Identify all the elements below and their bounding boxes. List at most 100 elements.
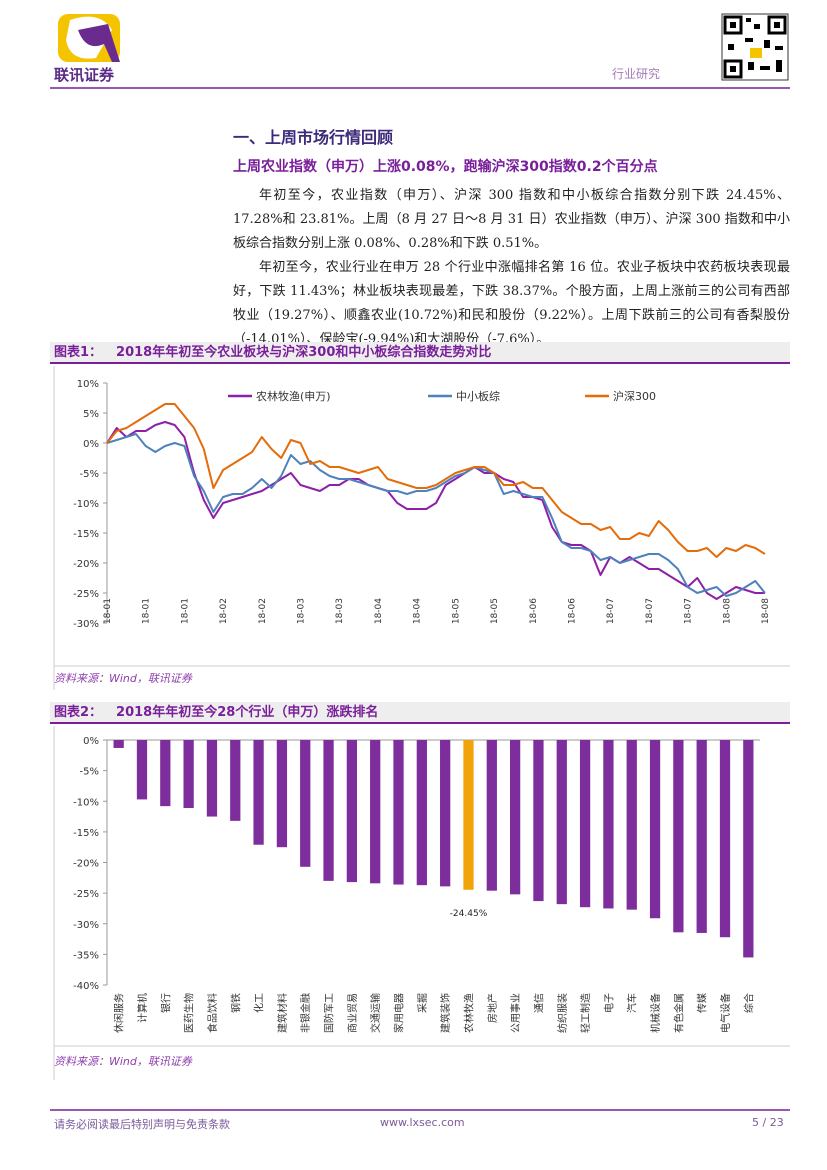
y-tick-label: 5% bbox=[83, 409, 99, 420]
x-tick-label: 18-05 bbox=[490, 598, 500, 624]
bar bbox=[230, 740, 241, 821]
x-tick-label: 电子 bbox=[602, 993, 615, 1013]
bar bbox=[649, 740, 661, 919]
x-tick-label: 农林牧渔 bbox=[462, 993, 475, 1033]
line-series bbox=[106, 403, 766, 558]
bar bbox=[160, 740, 171, 807]
qr-code bbox=[721, 13, 789, 81]
bar bbox=[673, 740, 684, 933]
logo-mark bbox=[78, 24, 120, 62]
bar bbox=[416, 740, 427, 886]
x-tick-label: 医药生物 bbox=[183, 993, 196, 1033]
x-tick-label: 18-06 bbox=[567, 598, 577, 624]
x-tick-label: 通信 bbox=[533, 993, 545, 1013]
y-tick-label: -20% bbox=[73, 859, 99, 870]
x-tick-label: 汽车 bbox=[626, 993, 639, 1013]
bar bbox=[300, 740, 311, 867]
x-tick-label: 轻工制造 bbox=[579, 993, 592, 1033]
x-tick-label: 商业贸易 bbox=[346, 993, 359, 1033]
y-tick-label: 0% bbox=[83, 439, 99, 450]
bar bbox=[486, 740, 497, 891]
bar bbox=[463, 740, 474, 890]
legend-label: 农林牧渔(申万) bbox=[256, 389, 331, 403]
bar bbox=[626, 740, 637, 910]
x-tick-label: 18-07 bbox=[684, 598, 694, 624]
x-tick-label: 18-02 bbox=[258, 598, 268, 624]
bar bbox=[556, 740, 567, 905]
x-tick-label: 化工 bbox=[253, 993, 266, 1013]
y-tick-label: -35% bbox=[73, 950, 99, 961]
x-tick-label: 18-04 bbox=[413, 598, 423, 624]
x-tick-label: 电气设备 bbox=[719, 993, 732, 1033]
y-tick-label: -30% bbox=[73, 920, 99, 931]
data-label: -24.45% bbox=[450, 909, 488, 919]
footer-disclaimer: 请务必阅读最后特别声明与免责条款 bbox=[54, 1118, 230, 1131]
footer-page: 5 / 23 bbox=[752, 1116, 784, 1129]
x-tick-label: 采掘 bbox=[416, 993, 429, 1013]
figure-label: 图表1： bbox=[54, 345, 103, 360]
x-tick-label: 18-01 bbox=[142, 598, 152, 624]
subheading: 上周农业指数（申万）上涨0.08%，跑输沪深300指数0.2个百分点 bbox=[233, 159, 658, 175]
x-tick-label: 18-01 bbox=[103, 598, 113, 624]
y-tick-label: -5% bbox=[80, 469, 99, 480]
y-tick-label: 10% bbox=[77, 379, 99, 390]
bar bbox=[183, 740, 194, 808]
figure-header: 图表2： 2018年年初至今28个行业（申万）涨跌排名 bbox=[50, 702, 790, 724]
bar bbox=[346, 740, 358, 883]
bar bbox=[393, 740, 404, 885]
figure-title: 2018年年初至今28个行业（申万）涨跌排名 bbox=[116, 705, 379, 720]
x-tick-label: 18-06 bbox=[529, 598, 539, 624]
footer-url: www.lxsec.com bbox=[380, 1116, 465, 1129]
figure-source: 资料来源：Wind，联讯证券 bbox=[54, 1055, 192, 1068]
bar bbox=[533, 740, 544, 902]
y-tick-label: -20% bbox=[73, 559, 99, 570]
y-tick-label: -10% bbox=[73, 499, 99, 510]
y-tick-label: -15% bbox=[73, 828, 99, 839]
bar bbox=[603, 740, 614, 909]
logo-text: 联讯证券 bbox=[54, 66, 115, 84]
x-tick-label: 钢铁 bbox=[229, 993, 242, 1013]
x-tick-label: 公用事业 bbox=[509, 993, 522, 1033]
figure-source: 资料来源：Wind，联讯证券 bbox=[54, 672, 192, 685]
x-tick-label: 家用电器 bbox=[393, 993, 406, 1033]
x-tick-label: 18-08 bbox=[722, 598, 732, 624]
line-series bbox=[106, 421, 765, 600]
paragraph: 年初至今，农业指数（申万）、沪深 300 指数和中小板综合指数分别下跌 24.4… bbox=[233, 188, 790, 251]
figure-label: 图表2： bbox=[54, 705, 103, 720]
y-tick-label: -10% bbox=[73, 797, 99, 808]
x-tick-label: 纺织服装 bbox=[556, 993, 569, 1033]
x-tick-label: 银行 bbox=[159, 993, 172, 1013]
y-tick-label: 0% bbox=[83, 736, 99, 747]
bar bbox=[579, 740, 591, 908]
bar bbox=[696, 740, 707, 933]
figure-title: 2018年年初至今农业板块与沪深300和中小板综合指数走势对比 bbox=[116, 345, 492, 360]
figure-header: 图表1： 2018年年初至今农业板块与沪深300和中小板综合指数走势对比 bbox=[50, 342, 790, 364]
y-tick-label: -30% bbox=[73, 619, 99, 630]
x-tick-label: 机械设备 bbox=[649, 993, 662, 1033]
x-tick-label: 房地产 bbox=[486, 993, 499, 1023]
bar bbox=[206, 740, 218, 817]
x-tick-label: 国防军工 bbox=[323, 993, 336, 1033]
line-series bbox=[106, 433, 766, 597]
x-tick-label: 18-03 bbox=[335, 598, 345, 624]
bar bbox=[253, 740, 264, 845]
x-tick-label: 综合 bbox=[742, 993, 755, 1013]
x-tick-label: 18-07 bbox=[606, 598, 616, 624]
header-graphics: 联讯证券 行业研究 bbox=[50, 13, 790, 89]
x-tick-label: 18-02 bbox=[219, 598, 229, 624]
bar bbox=[323, 740, 334, 881]
y-tick-label: -40% bbox=[73, 981, 99, 992]
bar bbox=[136, 740, 148, 800]
x-tick-label: 传媒 bbox=[697, 993, 709, 1013]
y-tick-label: -25% bbox=[73, 889, 99, 900]
section-label: 行业研究 bbox=[612, 66, 660, 81]
x-tick-label: 有色金属 bbox=[672, 993, 685, 1033]
x-tick-label: 18-01 bbox=[180, 598, 190, 624]
bar bbox=[440, 740, 451, 887]
bar bbox=[113, 740, 124, 748]
bar bbox=[370, 740, 381, 884]
y-tick-label: -15% bbox=[73, 529, 99, 540]
bar bbox=[509, 740, 521, 895]
